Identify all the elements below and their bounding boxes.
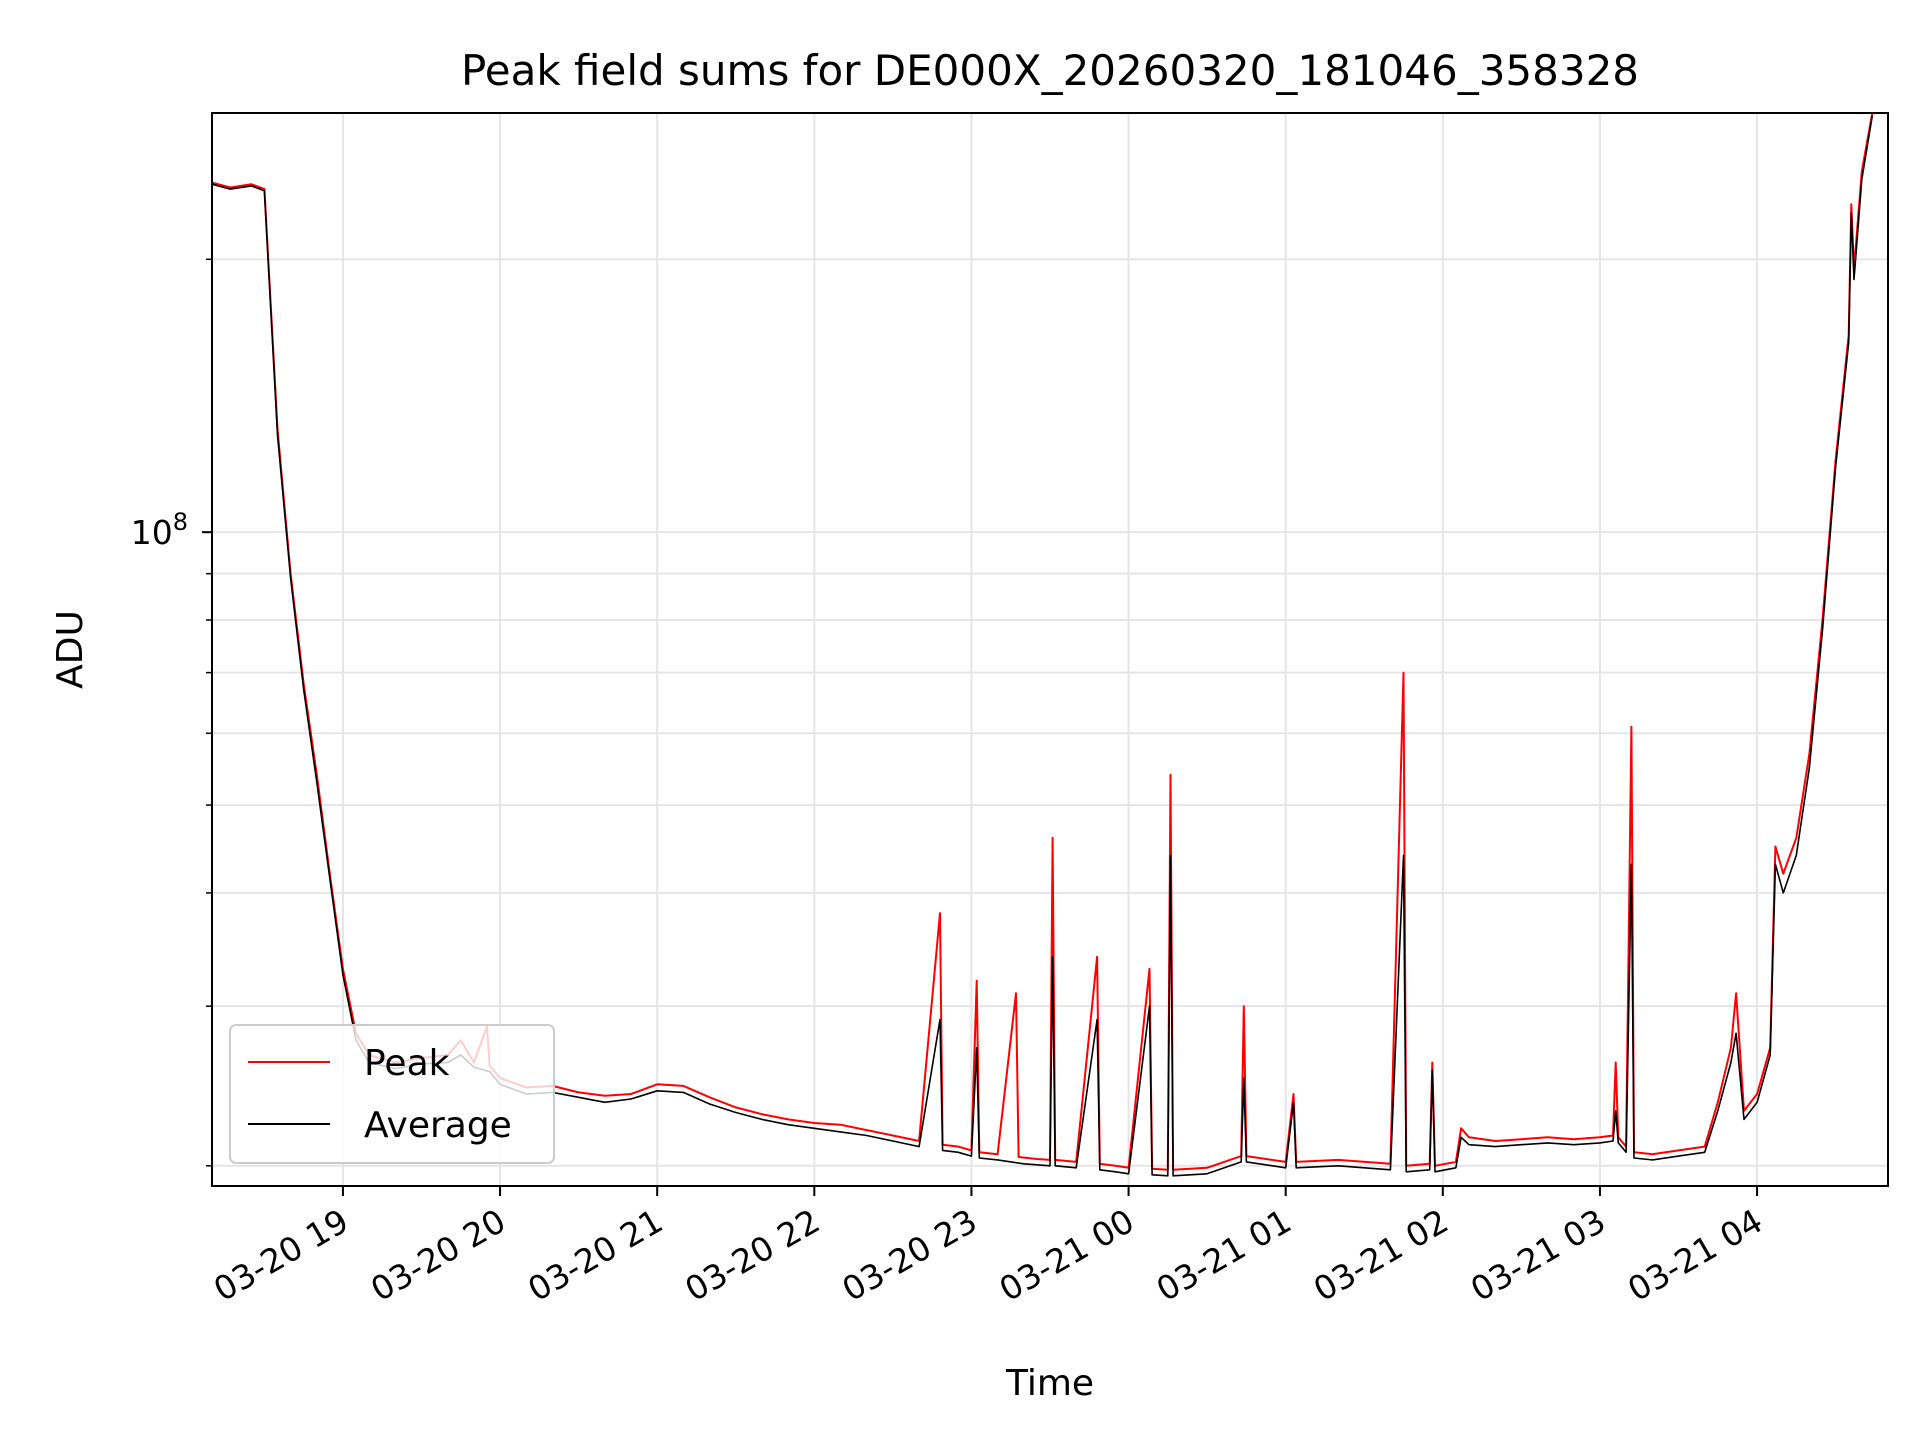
- plot-frame: [211, 112, 1889, 1187]
- x-axis-label: Time: [1005, 1363, 1094, 1404]
- chart-title: Peak field sums for DE000X_20260320_1810…: [461, 46, 1639, 95]
- y-tick-label: 108: [131, 508, 188, 552]
- legend: Peak Average: [229, 1024, 555, 1164]
- legend-label-average: Average: [364, 1105, 512, 1146]
- y-tick-label-base: 10: [131, 513, 173, 552]
- legend-box: [229, 1024, 555, 1164]
- y-axis-label: ADU: [50, 610, 91, 689]
- legend-label-peak: Peak: [364, 1043, 450, 1084]
- y-tick-label-exponent: 8: [173, 508, 188, 536]
